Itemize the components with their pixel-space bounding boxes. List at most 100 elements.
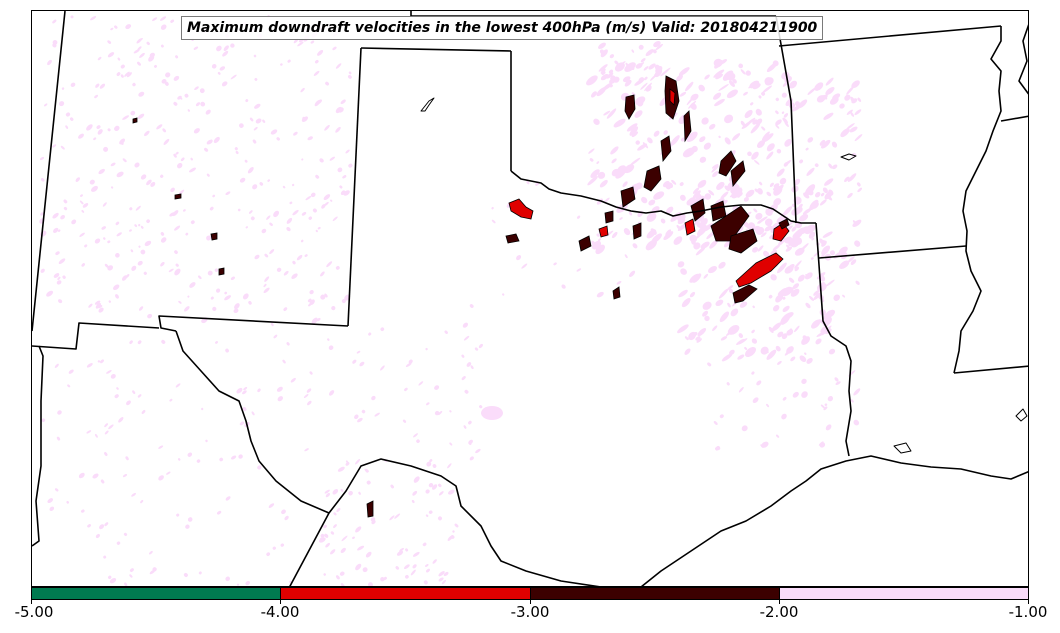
- downdraft-blob: [646, 212, 657, 222]
- downdraft-blob: [653, 191, 665, 200]
- colorbar-segment: [32, 588, 281, 599]
- downdraft-blob: [242, 390, 247, 395]
- downdraft-blob: [143, 271, 147, 275]
- downdraft-blob: [280, 63, 283, 66]
- downdraft-blob: [266, 215, 271, 220]
- downdraft-blob: [609, 54, 615, 59]
- map-canvas: [32, 11, 1028, 586]
- downdraft-blob: [610, 146, 618, 153]
- downdraft-cell: [604, 210, 614, 224]
- downdraft-blob: [695, 246, 706, 256]
- downdraft-blob: [502, 293, 505, 296]
- downdraft-blob: [653, 41, 661, 48]
- downdraft-blob: [95, 303, 102, 309]
- downdraft-blob: [700, 241, 710, 249]
- lake-outline: [893, 442, 912, 454]
- downdraft-cell: [598, 225, 609, 238]
- downdraft-blob: [776, 148, 782, 154]
- downdraft-blob: [207, 270, 213, 276]
- downdraft-blob: [320, 271, 325, 277]
- downdraft-blob: [80, 509, 85, 513]
- downdraft-blob: [53, 273, 60, 278]
- downdraft-blob: [60, 145, 65, 150]
- downdraft-blob: [702, 223, 714, 232]
- downdraft-blob: [175, 55, 179, 59]
- downdraft-blob: [711, 164, 719, 169]
- downdraft-blob: [65, 112, 71, 117]
- downdraft-blob: [803, 192, 810, 199]
- downdraft-blob: [682, 147, 696, 158]
- downdraft-blob: [762, 133, 774, 143]
- downdraft-blob: [727, 285, 734, 290]
- downdraft-blob: [131, 492, 136, 497]
- mexico-interior-border: [289, 512, 330, 586]
- downdraft-blob: [697, 179, 707, 188]
- downdraft-blob: [224, 295, 231, 301]
- downdraft-blob: [173, 153, 177, 158]
- downdraft-blob: [257, 465, 262, 470]
- downdraft-blob: [390, 484, 394, 489]
- downdraft-blob: [781, 333, 788, 340]
- downdraft-blob: [178, 189, 185, 195]
- downdraft-blob: [853, 388, 861, 396]
- downdraft-blob: [81, 263, 85, 267]
- downdraft-blob: [107, 52, 115, 58]
- downdraft-blob: [328, 345, 334, 350]
- downdraft-blob: [812, 202, 819, 209]
- downdraft-blob: [689, 291, 696, 298]
- downdraft-blob: [118, 417, 124, 423]
- downdraft-blob: [709, 239, 718, 249]
- downdraft-blob: [62, 275, 66, 279]
- downdraft-blob: [180, 157, 185, 162]
- downdraft-blob: [441, 579, 446, 585]
- downdraft-blob: [576, 268, 582, 272]
- downdraft-blob: [760, 346, 769, 355]
- downdraft-blob: [468, 420, 472, 425]
- downdraft-blob: [739, 301, 748, 308]
- downdraft-blob: [631, 131, 639, 138]
- downdraft-blob: [438, 516, 442, 521]
- downdraft-blob: [52, 212, 59, 219]
- downdraft-blob: [785, 246, 793, 252]
- downdraft-blob: [268, 503, 275, 508]
- downdraft-blob: [776, 434, 780, 438]
- downdraft-blob: [174, 225, 181, 231]
- downdraft-blob: [129, 340, 133, 345]
- downdraft-blob: [366, 480, 371, 485]
- downdraft-blob: [187, 295, 190, 298]
- downdraft-blob: [276, 267, 282, 272]
- downdraft-blob: [371, 519, 376, 525]
- downdraft-blob: [343, 190, 350, 196]
- downdraft-cell: [624, 94, 636, 120]
- downdraft-blob: [276, 386, 283, 392]
- downdraft-blob: [766, 143, 775, 152]
- downdraft-blob: [602, 82, 613, 91]
- downdraft-blob: [357, 417, 363, 423]
- downdraft-blob: [70, 82, 76, 87]
- downdraft-blob: [603, 110, 611, 116]
- downdraft-blob: [86, 430, 92, 434]
- downdraft-blob: [178, 458, 181, 461]
- downdraft-blob: [438, 483, 442, 488]
- red-river-border: [510, 170, 816, 224]
- downdraft-blob: [452, 530, 455, 533]
- downdraft-blob: [242, 406, 247, 412]
- downdraft-blob: [426, 568, 430, 573]
- downdraft-blob: [39, 156, 45, 161]
- downdraft-blob: [236, 583, 240, 586]
- mississippi-east-border: [1000, 115, 1028, 122]
- downdraft-blob: [637, 210, 644, 217]
- downdraft-blob: [428, 483, 434, 488]
- downdraft-blob: [57, 276, 61, 281]
- downdraft-cell: [210, 232, 218, 241]
- downdraft-blob: [685, 81, 694, 92]
- downdraft-blob: [110, 162, 116, 167]
- downdraft-blob: [668, 182, 674, 188]
- downdraft-blob: [47, 498, 54, 504]
- downdraft-blob: [286, 227, 291, 232]
- downdraft-blob: [92, 473, 99, 479]
- downdraft-blob: [84, 244, 88, 248]
- downdraft-blob: [57, 410, 62, 415]
- downdraft-blob: [463, 425, 467, 429]
- downdraft-blob: [361, 409, 366, 414]
